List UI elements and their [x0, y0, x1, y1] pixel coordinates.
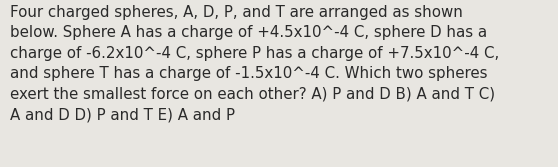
Text: Four charged spheres, A, D, P, and T are arranged as shown
below. Sphere A has a: Four charged spheres, A, D, P, and T are… [10, 5, 499, 122]
